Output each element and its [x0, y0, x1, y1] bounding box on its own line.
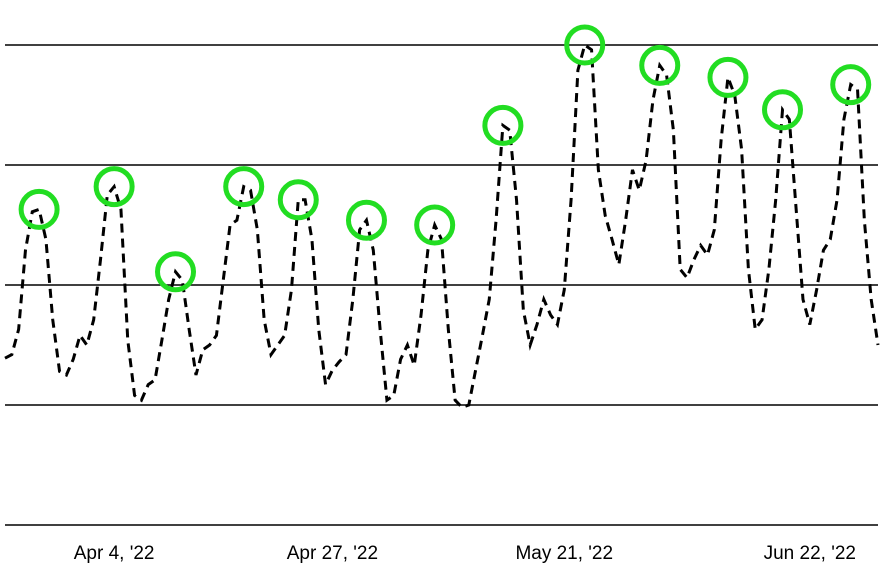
- peak-marker: [155, 251, 197, 293]
- x-tick-label: Jun 22, '22: [764, 543, 856, 564]
- peak-marker: [414, 204, 456, 246]
- peak-marker: [277, 179, 319, 221]
- peak-marker: [482, 104, 524, 146]
- x-tick-label: May 21, '22: [515, 543, 613, 564]
- x-tick-label: Apr 4, '22: [74, 543, 155, 564]
- peak-marker: [18, 188, 60, 230]
- peak-marker: [639, 44, 681, 86]
- peak-marker: [564, 24, 606, 66]
- peak-marker: [93, 166, 135, 208]
- peak-marker: [762, 89, 804, 131]
- peak-marker: [707, 56, 749, 98]
- x-tick-label: Apr 27, '22: [287, 543, 378, 564]
- peak-marker: [830, 64, 872, 106]
- line-series: [4, 42, 880, 410]
- peak-marker: [345, 199, 387, 241]
- peak-marker: [223, 166, 265, 208]
